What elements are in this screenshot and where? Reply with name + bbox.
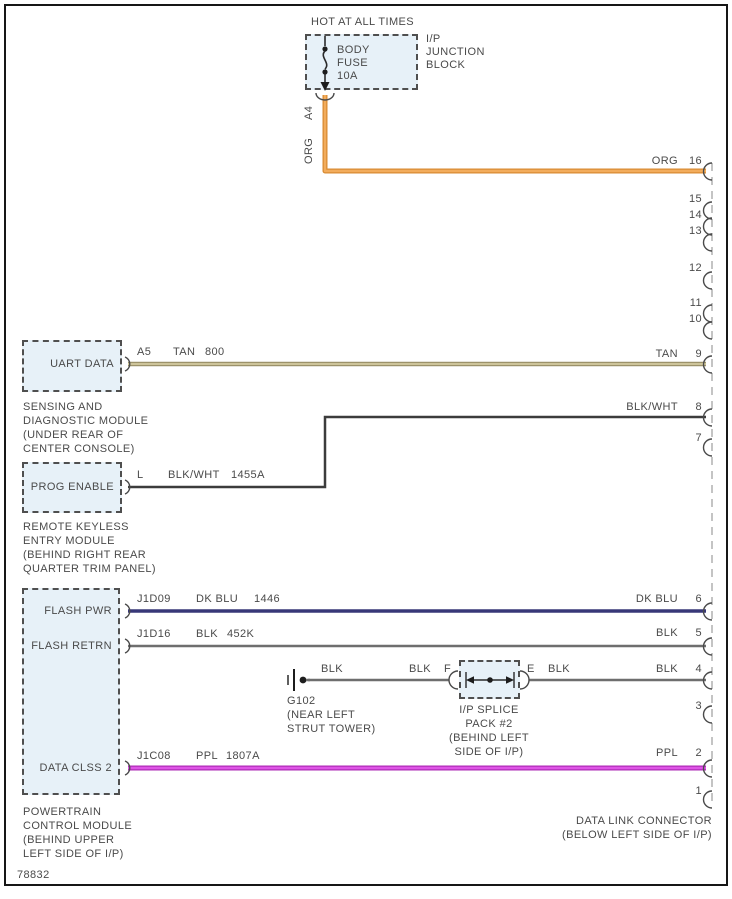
rke-caption-line2: ENTRY MODULE <box>23 535 115 547</box>
uart-data-port-label: UART DATA <box>50 358 114 370</box>
ground-wire-color-label: BLK <box>321 663 343 675</box>
data-clss2-port-label: DATA CLSS 2 <box>39 762 112 774</box>
pcm-caption-line1: POWERTRAIN <box>23 806 102 818</box>
dlc-pin16-number: 16 <box>688 155 702 167</box>
sdm-caption-line4: CENTER CONSOLE) <box>23 443 135 455</box>
dlc-caption-line2: (BELOW LEFT SIDE OF I/P) <box>562 829 712 841</box>
splice-caption-line3: (BEHIND LEFT <box>449 732 529 744</box>
sdm-pin-label: A5 <box>137 346 152 358</box>
ground-caption-line1: (NEAR LEFT <box>287 709 356 721</box>
dlc-pin14-number: 14 <box>688 209 702 221</box>
splice-caption-line2: PACK #2 <box>465 718 513 730</box>
fuse-name-line1: BODY <box>337 44 370 56</box>
splice-in-wire-color-label: BLK <box>409 663 431 675</box>
splice-out-pin-label: E <box>527 663 535 675</box>
sdm-caption-line1: SENSING AND <box>23 401 103 413</box>
dlc-pin11-number: 11 <box>689 297 702 309</box>
dlc-pin4-wire-label: BLK <box>656 663 678 675</box>
dlc-pin4-number: 4 <box>695 663 702 675</box>
rke-caption-line1: REMOTE KEYLESS <box>23 521 129 533</box>
ground-id-label: G102 <box>287 695 316 707</box>
figure-number: 78832 <box>17 869 50 881</box>
fuse-icon <box>320 36 330 91</box>
dlc-pin6-number: 6 <box>695 593 702 605</box>
data-clss2-wire-color-label: PPL <box>196 750 218 762</box>
dlc-pin2-number: 2 <box>695 747 702 759</box>
sdm-circuit-label: 800 <box>205 346 225 358</box>
pcm-caption-line2: CONTROL MODULE <box>23 820 133 832</box>
splice-caption-line1: I/P SPLICE <box>459 704 519 716</box>
dlc-pin10-number: 10 <box>688 313 702 325</box>
junction-block-line3: BLOCK <box>426 59 466 71</box>
org-wire-highlight <box>323 95 706 173</box>
org-wire-vertical-label: ORG <box>303 137 315 164</box>
fuse-rating-label: 10A <box>337 70 358 82</box>
sdm-caption-line3: (UNDER REAR OF <box>23 429 124 441</box>
dlc-pin12-number: 12 <box>688 262 702 274</box>
pcm-caption-line3: (BEHIND UPPER <box>23 834 115 846</box>
pcm-caption-line4: LEFT SIDE OF I/P) <box>23 848 124 860</box>
flash-retrn-port-label: FLASH RETRN <box>31 640 112 652</box>
fuse-box <box>305 34 418 90</box>
dlc-pin3-number: 3 <box>695 700 702 712</box>
flash-retrn-circuit-label: 452K <box>227 628 255 640</box>
blk-wht-wire <box>128 415 706 489</box>
dlc-pin5-number: 5 <box>695 627 702 639</box>
module-connector-icons <box>124 356 131 776</box>
dlc-pin9-wire-label: TAN <box>655 348 678 360</box>
rke-caption-line4: QUARTER TRIM PANEL) <box>23 563 156 575</box>
prog-enable-port-label: PROG ENABLE <box>30 481 114 493</box>
splice-in-pin-label: F <box>444 663 452 675</box>
flash-retrn-pin-label: J1D16 <box>137 628 171 640</box>
diagram-border <box>4 4 728 886</box>
dlc-pin1-number: 1 <box>695 785 702 797</box>
junction-block-line1: I/P <box>426 33 441 45</box>
dlc-pin15-number: 15 <box>688 193 702 205</box>
uart-data-box <box>22 340 122 392</box>
ground-caption-line2: STRUT TOWER) <box>287 723 376 735</box>
sdm-wire-color-label: TAN <box>173 346 196 358</box>
dlc-pin8-number: 8 <box>695 401 702 413</box>
flash-pwr-circuit-label: 1446 <box>254 593 281 605</box>
rke-caption-line3: (BEHIND RIGHT REAR <box>23 549 147 561</box>
flash-pwr-wire-color-label: DK BLU <box>196 593 239 605</box>
flash-pwr-port-label: FLASH PWR <box>44 605 112 617</box>
dlc-pin7-number: 7 <box>695 432 702 444</box>
sdm-caption-line2: DIAGNOSTIC MODULE <box>23 415 149 427</box>
a4-pin-label: A4 <box>303 105 315 120</box>
dlc-pin6-wire-label: DK BLU <box>635 593 678 605</box>
ground-icon <box>287 669 310 691</box>
splice-icon <box>465 672 515 688</box>
splice-out-wire-color-label: BLK <box>548 663 570 675</box>
dlc-pin9-number: 9 <box>695 348 702 360</box>
splice-caption-line4: SIDE OF I/P) <box>454 746 524 758</box>
data-clss2-circuit-label: 1807A <box>226 750 260 762</box>
dlc-pin16-wire-label: ORG <box>651 155 678 167</box>
dlc-caption-line1: DATA LINK CONNECTOR <box>576 815 712 827</box>
rke-pin-label: L <box>137 469 144 481</box>
dlc-pin-connector-icons <box>702 162 713 809</box>
flash-pwr-pin-label: J1D09 <box>137 593 171 605</box>
hot-at-all-times-label: HOT AT ALL TIMES <box>311 16 414 28</box>
dlc-pin8-wire-label: BLK/WHT <box>626 401 678 413</box>
junction-block-line2: JUNCTION <box>426 46 485 58</box>
pcm-box <box>22 588 120 795</box>
fuse-name-line2: FUSE <box>337 57 368 69</box>
dlc-pin13-number: 13 <box>688 225 702 237</box>
rke-circuit-label: 1455A <box>231 469 265 481</box>
splice-in-connector-icon <box>448 670 459 690</box>
a4-connector-icon <box>315 92 335 101</box>
data-clss2-pin-label: J1C08 <box>137 750 171 762</box>
prog-enable-box <box>22 462 122 513</box>
flash-retrn-wire-color-label: BLK <box>196 628 218 640</box>
rke-wire-color-label: BLK/WHT <box>168 469 220 481</box>
splice-out-connector-icon <box>519 670 530 690</box>
dlc-pin2-wire-label: PPL <box>656 747 678 759</box>
dlc-pin5-wire-label: BLK <box>656 627 678 639</box>
